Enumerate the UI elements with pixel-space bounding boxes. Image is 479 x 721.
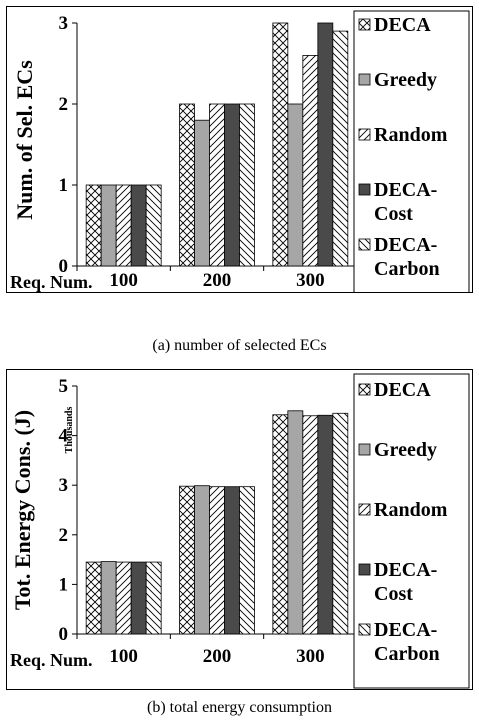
legend-label: Greedy <box>374 439 437 461</box>
bar-deca-carbon <box>239 486 255 635</box>
legend-swatch <box>358 623 371 636</box>
legend-label: DECA- <box>374 234 437 256</box>
legend-box <box>353 10 470 292</box>
bar-deca <box>272 414 289 635</box>
legend-label: Random <box>374 124 448 146</box>
y-axis-label: Tot. Energy Cons. (J) <box>10 410 35 610</box>
legend-label: Carbon <box>374 258 440 280</box>
legend-swatch <box>358 443 371 456</box>
bar-deca <box>272 22 289 267</box>
bar-deca <box>179 485 195 635</box>
bar-deca-carbon <box>145 561 162 635</box>
bar-deca-cost <box>317 22 334 267</box>
bar-deca-cost <box>130 184 147 267</box>
y-tick-label: 5 <box>59 376 69 397</box>
chart-panel-energy: 0 1 2 3 4 5 100 200 300 Req. Num. Tot. Energy Cons… <box>6 369 473 690</box>
unit-note: Thousands <box>64 407 75 454</box>
bar-random <box>302 55 319 267</box>
bar-deca <box>179 103 195 267</box>
legend-label: Cost <box>374 583 413 605</box>
legend-label: Random <box>374 499 448 521</box>
y-tick-label: 2 <box>59 525 69 546</box>
bar-random <box>302 415 319 635</box>
bar-greedy <box>100 184 117 267</box>
x-axis-label: Req. Num. <box>10 272 93 292</box>
bar-greedy <box>194 119 210 267</box>
bar-deca-cost <box>317 414 334 635</box>
legend-box <box>353 373 470 689</box>
caption-selected-ecs: (a) number of selected ECs <box>152 337 327 354</box>
y-tick-label: 4 <box>59 426 69 447</box>
y-tick-label: 1 <box>59 574 69 595</box>
bar-greedy <box>100 561 117 635</box>
bar-deca-cost <box>130 561 147 635</box>
bar-deca <box>85 184 102 267</box>
y-tick-label: 0 <box>59 256 69 277</box>
y-axis-label: Num. of Sel. ECs <box>12 60 37 220</box>
y-tick-label: 2 <box>59 94 69 115</box>
legend-label: Greedy <box>374 69 437 91</box>
legend-swatch <box>358 383 371 396</box>
legend-swatch <box>358 238 371 251</box>
x-tick-label: 300 <box>296 270 325 291</box>
caption-energy: (b) total energy consumption <box>147 699 332 716</box>
x-tick-label: 100 <box>109 646 138 667</box>
legend-swatch <box>358 503 371 516</box>
bar-deca-carbon <box>239 103 255 267</box>
legend-swatch <box>358 183 371 196</box>
x-axis-label: Req. Num. <box>10 650 93 670</box>
bar-random <box>115 561 132 635</box>
legend-label: DECA- <box>374 179 437 201</box>
legend-swatch <box>358 563 371 576</box>
y-tick-label: 3 <box>59 475 69 496</box>
legend-label: DECA <box>374 14 431 36</box>
chart-energy-consumption: 0 1 2 3 4 5 100 200 300 Req. Num. Tot. Energy Cons… <box>10 373 470 689</box>
chart-panel-selected-ecs: 0 1 2 3 100 200 300 Req. Num. Num. of Sel. ECs DE… <box>6 6 473 293</box>
legend-label: DECA <box>374 379 431 401</box>
legend-swatch <box>358 128 371 141</box>
x-tick-label: 200 <box>203 270 232 291</box>
bar-random <box>209 486 225 635</box>
x-tick-label: 200 <box>203 646 232 667</box>
x-tick-label: 300 <box>296 646 325 667</box>
bar-greedy <box>287 103 304 267</box>
y-tick-label: 1 <box>59 175 69 196</box>
bar-greedy <box>287 410 304 635</box>
bar-deca-carbon <box>332 412 349 635</box>
legend-label: Cost <box>374 203 413 225</box>
legend-swatch <box>358 73 371 86</box>
bar-deca-carbon <box>332 30 349 267</box>
legend-label: DECA- <box>374 559 437 581</box>
bar-deca-carbon <box>145 184 162 267</box>
legend-label: DECA- <box>374 619 437 641</box>
bar-deca-cost <box>224 486 240 635</box>
bar-greedy <box>194 485 210 635</box>
y-tick-label: 3 <box>59 13 69 34</box>
legend-swatch <box>358 18 371 31</box>
chart-selected-ecs: 0 1 2 3 100 200 300 Req. Num. Num. of Sel. ECs DE… <box>10 10 470 292</box>
x-tick-label: 100 <box>109 270 138 291</box>
y-tick-label: 0 <box>59 624 69 645</box>
legend-label: Carbon <box>374 643 440 665</box>
bar-deca <box>85 561 102 635</box>
bar-random <box>209 103 225 267</box>
bar-random <box>115 184 132 267</box>
bar-deca-cost <box>224 103 240 267</box>
